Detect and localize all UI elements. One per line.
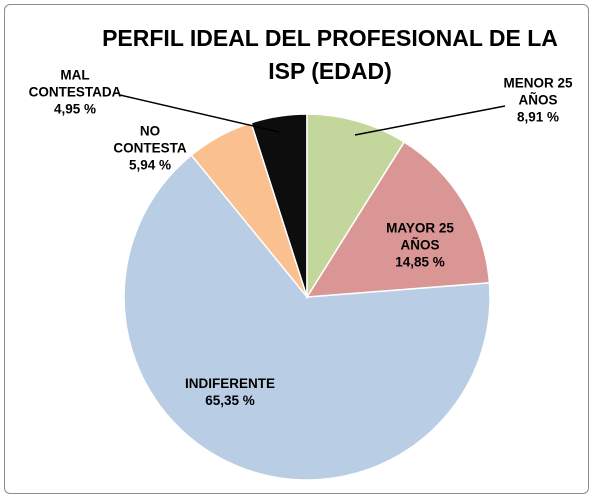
chart-frame bbox=[4, 4, 589, 494]
leader-line bbox=[354, 105, 506, 136]
category-label: MENOR 25 AÑOS bbox=[503, 75, 573, 108]
value-label: 8,91 % bbox=[516, 109, 560, 125]
value-label: 65,35 % bbox=[205, 393, 255, 408]
data-label: MAYOR 25 AÑOS 14,85 % bbox=[373, 220, 468, 271]
chart-title: PERFIL IDEAL DEL PROFESIONAL DE LA ISP (… bbox=[102, 25, 558, 84]
value-label: 14,85 % bbox=[395, 254, 445, 270]
pie-slice bbox=[306, 113, 406, 300]
data-label: INDIFERENTE 65,35 % bbox=[170, 375, 290, 409]
pie-slice bbox=[123, 154, 491, 481]
category-label: INDIFERENTE bbox=[184, 376, 275, 391]
data-label: MAL CONTESTADA 4,95 % bbox=[25, 67, 125, 118]
value-label: 5,94 % bbox=[128, 157, 172, 173]
category-label: MAL CONTESTADA bbox=[28, 67, 122, 100]
category-label: NO CONTESTA bbox=[113, 123, 187, 156]
value-label: 4,95 % bbox=[53, 101, 97, 117]
category-label: MAYOR 25 AÑOS bbox=[386, 220, 454, 253]
leader-line bbox=[119, 94, 280, 133]
pie-slice bbox=[305, 140, 491, 298]
data-label: MENOR 25 AÑOS 8,91 % bbox=[498, 75, 578, 126]
data-label: NO CONTESTA 5,94 % bbox=[105, 123, 195, 174]
